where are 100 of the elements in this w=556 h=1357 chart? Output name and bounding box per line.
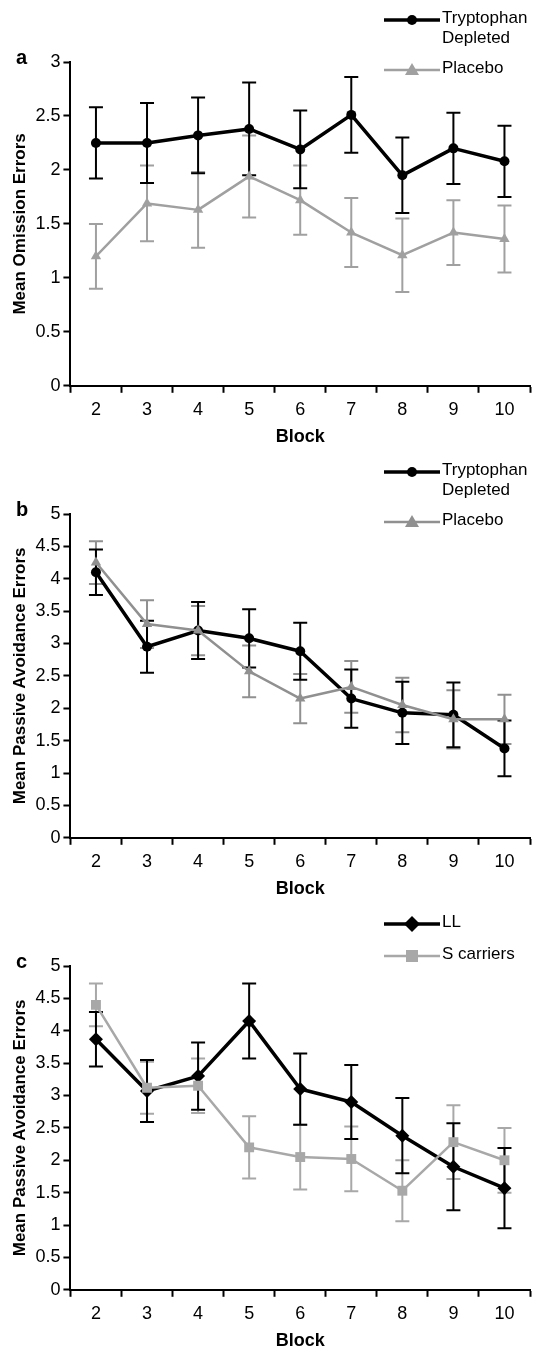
y-axis-title: Mean Omission Errors <box>9 133 29 315</box>
y-tick-label: 2 <box>50 1149 61 1170</box>
point <box>293 1082 308 1097</box>
x-tick-label: 4 <box>193 850 204 871</box>
point <box>90 567 101 578</box>
y-tick-label: 1 <box>50 266 61 287</box>
point <box>295 194 306 204</box>
chart-title: a <box>16 45 28 68</box>
y-tick-label: 1 <box>50 1214 61 1235</box>
y-tick-label: 3 <box>50 1084 61 1105</box>
point <box>346 693 357 704</box>
y-tick-label: 3 <box>50 50 61 71</box>
x-tick-label: 10 <box>494 398 515 419</box>
y-tick-label: 2 <box>50 697 61 718</box>
point <box>193 1080 204 1091</box>
y-tick-label: 4 <box>50 1019 61 1040</box>
x-tick-label: 7 <box>346 1302 357 1323</box>
point <box>499 743 510 754</box>
point <box>344 1095 359 1109</box>
point <box>397 249 408 259</box>
point <box>243 665 255 675</box>
y-tick-label: 0 <box>50 826 61 847</box>
x-tick-label: 7 <box>346 850 357 871</box>
x-tick-label: 6 <box>295 850 306 871</box>
point <box>244 123 255 134</box>
point <box>244 1142 255 1153</box>
x-tick-label: 5 <box>244 398 255 419</box>
x-tick-label: 2 <box>90 398 101 419</box>
x-axis-title: Block <box>275 1330 326 1351</box>
point <box>448 143 459 154</box>
y-tick-label: 1.5 <box>35 729 61 750</box>
legend-label: Placebo <box>442 58 504 78</box>
point <box>346 1154 357 1164</box>
x-tick-label: 7 <box>346 398 357 419</box>
x-tick-label: 9 <box>448 1302 459 1323</box>
y-tick-label: 0 <box>50 1278 61 1299</box>
x-tick-label: 4 <box>193 1302 204 1323</box>
point <box>88 1032 103 1047</box>
x-tick-label: 8 <box>397 398 408 419</box>
y-tick-label: 5 <box>50 502 61 523</box>
x-tick-label: 6 <box>295 1302 306 1323</box>
point <box>499 156 510 167</box>
y-tick-label: 0.5 <box>35 320 61 341</box>
y-tick-label: 3.5 <box>35 600 61 621</box>
point <box>193 130 204 141</box>
x-tick-label: 9 <box>448 398 459 419</box>
point <box>448 226 459 236</box>
x-tick-label: 3 <box>142 850 153 871</box>
y-tick-label: 2.5 <box>35 104 61 125</box>
legend-label: Placebo <box>442 510 504 530</box>
point <box>90 556 102 566</box>
point <box>497 1181 512 1196</box>
x-tick-label: 2 <box>90 850 101 871</box>
x-tick-label: 6 <box>295 398 306 419</box>
point <box>397 170 408 181</box>
point <box>295 1152 306 1162</box>
point <box>499 1155 510 1166</box>
y-tick-label: 0 <box>50 374 61 395</box>
x-axis-title: Block <box>275 878 326 899</box>
chart-title: b <box>16 497 29 520</box>
x-tick-label: 2 <box>90 1302 101 1323</box>
x-tick-label: 5 <box>244 850 255 871</box>
x-axis-title: Block <box>275 426 326 447</box>
y-tick-label: 0.5 <box>35 1246 61 1267</box>
y-tick-label: 2.5 <box>35 1116 61 1137</box>
x-tick-label: 4 <box>193 398 204 419</box>
point <box>448 713 459 723</box>
y-axis-title: Mean Passive Avoidance Errors <box>9 999 29 1257</box>
y-axis-title: Mean Passive Avoidance Errors <box>9 547 29 805</box>
y-tick-label: 3 <box>50 632 61 653</box>
point <box>90 137 101 148</box>
legend-label: Tryptophan Depleted <box>442 8 529 48</box>
point <box>448 1137 459 1148</box>
point <box>142 641 153 652</box>
legend-label: S carriers <box>442 944 515 964</box>
point <box>397 699 408 709</box>
y-tick-label: 2 <box>50 158 61 179</box>
x-tick-label: 10 <box>494 1302 515 1323</box>
point <box>141 618 153 628</box>
y-tick-label: 4.5 <box>35 987 61 1008</box>
point <box>397 707 408 718</box>
point <box>295 692 306 702</box>
y-tick-label: 1.5 <box>35 212 61 233</box>
x-tick-label: 9 <box>448 850 459 871</box>
chart-title: c <box>16 949 28 972</box>
point <box>295 646 306 657</box>
y-tick-label: 3.5 <box>35 1052 61 1073</box>
point <box>395 1128 410 1143</box>
point <box>346 109 357 120</box>
point <box>142 137 153 148</box>
y-tick-label: 1 <box>50 762 61 783</box>
point <box>295 144 306 155</box>
point <box>446 1159 461 1174</box>
y-tick-label: 5 <box>50 954 61 975</box>
x-tick-label: 3 <box>142 398 153 419</box>
point <box>346 680 357 690</box>
y-tick-label: 2.5 <box>35 664 61 685</box>
point <box>499 713 510 723</box>
y-tick-label: 1.5 <box>35 1181 61 1202</box>
point <box>142 1082 152 1093</box>
